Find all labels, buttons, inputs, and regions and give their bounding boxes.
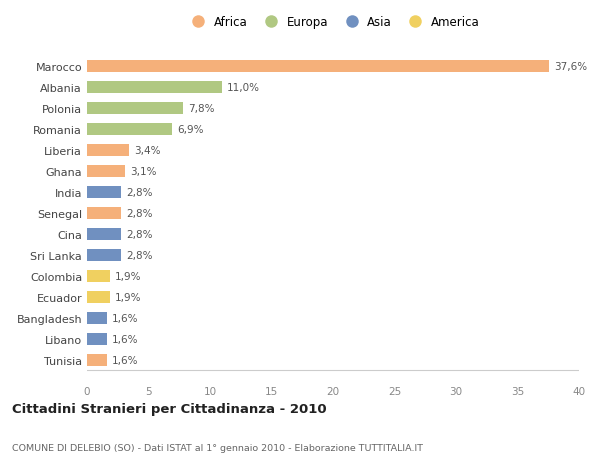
Bar [87,124,172,135]
Text: COMUNE DI DELEBIO (SO) - Dati ISTAT al 1° gennaio 2010 - Elaborazione TUTTITALIA: COMUNE DI DELEBIO (SO) - Dati ISTAT al 1… [12,443,423,452]
Text: 11,0%: 11,0% [227,83,260,93]
Text: 37,6%: 37,6% [554,62,587,72]
Text: 3,4%: 3,4% [134,146,160,156]
Text: 3,1%: 3,1% [130,167,157,177]
Bar [87,333,107,345]
Text: 2,8%: 2,8% [127,208,153,218]
Bar [87,103,183,114]
Bar [87,145,129,157]
Bar [87,82,223,94]
Text: 2,8%: 2,8% [127,250,153,260]
Bar [87,187,121,198]
Text: 7,8%: 7,8% [188,104,214,114]
Bar [87,61,550,73]
Text: 1,9%: 1,9% [115,271,142,281]
Text: 1,6%: 1,6% [112,355,138,365]
Bar [87,313,107,324]
Bar [87,270,110,282]
Text: 1,6%: 1,6% [112,313,138,323]
Text: 1,6%: 1,6% [112,334,138,344]
Text: Cittadini Stranieri per Cittadinanza - 2010: Cittadini Stranieri per Cittadinanza - 2… [12,403,326,415]
Bar [87,291,110,303]
Bar [87,207,121,219]
Text: 1,9%: 1,9% [115,292,142,302]
Bar [87,250,121,261]
Text: 2,8%: 2,8% [127,230,153,239]
Legend: Africa, Europa, Asia, America: Africa, Europa, Asia, America [182,11,484,34]
Text: 2,8%: 2,8% [127,188,153,197]
Text: 6,9%: 6,9% [177,125,203,134]
Bar [87,166,125,177]
Bar [87,354,107,366]
Bar [87,229,121,240]
